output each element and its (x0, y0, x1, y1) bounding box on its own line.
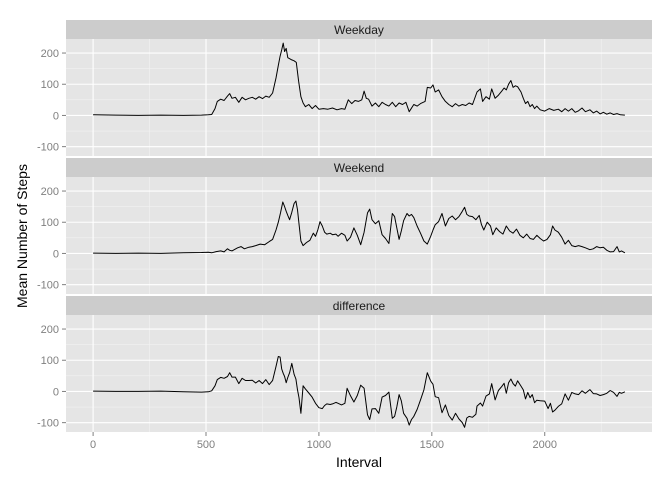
y-tick-label: 0 (53, 386, 59, 398)
facet-panel-weekday: Weekday -100 0 100 200 (37, 20, 652, 156)
facet-strip (66, 158, 652, 177)
x-axis: 0 500 1000 1500 2000 (90, 432, 557, 451)
y-tick-label: 0 (53, 110, 59, 122)
y-tick-label: -100 (37, 142, 59, 154)
x-tick-label: 500 (197, 439, 215, 451)
y-tick-label: 100 (41, 79, 59, 91)
y-tick-label: 200 (41, 186, 59, 198)
facet-panel-weekend: Weekend -100 0 100 200 (37, 158, 652, 294)
y-tick-label: 200 (41, 48, 59, 60)
series-line-weekday (93, 42, 625, 116)
panel-background (66, 315, 652, 432)
y-tick-label: -100 (37, 280, 59, 292)
facet-strip-label: Weekday (334, 23, 384, 37)
y-tick-label: 200 (41, 324, 59, 336)
facet-panel-difference: difference -100 0 100 200 (37, 296, 652, 432)
x-tick-label: 1500 (420, 439, 444, 451)
series-line-weekend (93, 200, 626, 254)
x-tick-label: 1000 (307, 439, 331, 451)
x-axis-title: Interval (336, 454, 382, 470)
x-tick-label: 2000 (532, 439, 556, 451)
panel-background (66, 177, 652, 294)
facet-panels: Weekday-1000100200Weekend-1000100200diff… (37, 20, 652, 432)
facet-strip-label: difference (333, 299, 386, 313)
facet-strip (66, 296, 652, 315)
y-tick-label: 100 (41, 217, 59, 229)
series-line-difference (93, 356, 626, 428)
x-tick-label: 0 (90, 439, 96, 451)
y-tick-label: 0 (53, 248, 59, 260)
y-tick-label: 100 (41, 355, 59, 367)
panel-background (66, 39, 652, 156)
y-tick-label: -100 (37, 418, 59, 430)
facet-strip (66, 20, 652, 39)
facet-strip-label: Weekend (334, 161, 384, 175)
y-axis-title: Mean Number of Steps (14, 164, 30, 308)
